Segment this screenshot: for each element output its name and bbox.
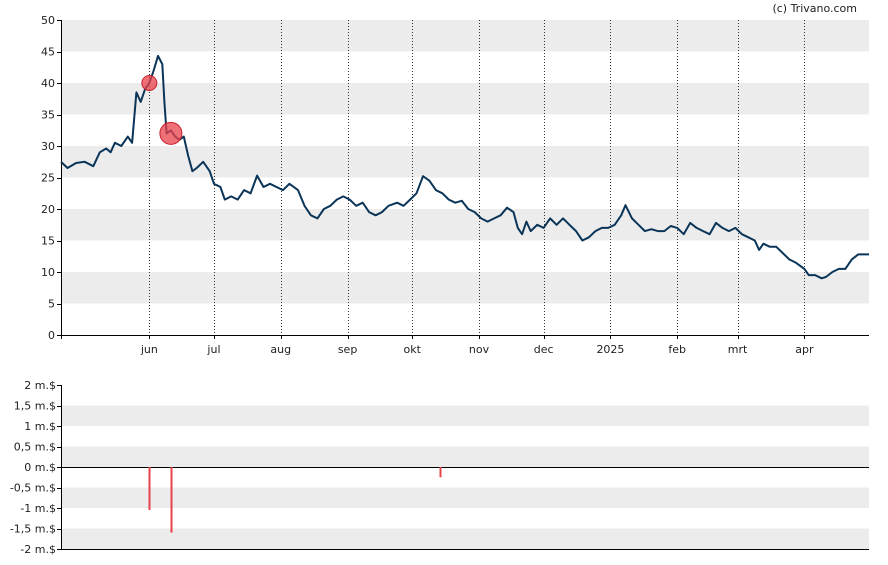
- price-y-tick-labels: 0 5 10 15 20 25 30 35 40 45 50: [41, 14, 61, 342]
- volume-y-tick-label: -1 m.$: [20, 502, 56, 515]
- volume-chart-axes: [61, 385, 869, 550]
- price-y-tick-label: 5: [48, 298, 55, 311]
- volume-band: [61, 446, 869, 467]
- price-band: [61, 209, 869, 241]
- price-band: [61, 20, 869, 52]
- volume-y-tick-label: 2 m.$: [24, 379, 56, 392]
- copyright-label: (c) Trivano.com: [772, 2, 857, 15]
- x-tick-label: feb: [668, 343, 686, 356]
- price-band: [61, 146, 869, 178]
- volume-y-tick-label: -0,5 m.$: [10, 482, 56, 495]
- price-y-tick-label: 35: [41, 109, 55, 122]
- volume-band: [61, 405, 869, 426]
- volume-y-tick-label: 1 m.$: [24, 420, 56, 433]
- x-tick-label: mrt: [728, 343, 748, 356]
- volume-y-tick-label: 0 m.$: [24, 461, 56, 474]
- volume-y-tick-label: 0,5 m.$: [14, 441, 56, 454]
- x-tick-label: dec: [534, 343, 554, 356]
- price-chart-bands: [61, 20, 869, 304]
- insider-trade-marker: [141, 75, 158, 91]
- x-tick-labels: jun jul aug sep okt nov dec 2025 feb mrt apr: [140, 335, 814, 356]
- x-tick-label: okt: [403, 343, 421, 356]
- price-y-tick-label: 10: [41, 266, 55, 279]
- volume-y-tick-label: -2 m.$: [20, 543, 56, 556]
- x-tick-label: jul: [206, 343, 220, 356]
- price-band: [61, 83, 869, 115]
- price-y-tick-label: 45: [41, 46, 55, 59]
- x-tick-label: 2025: [596, 343, 624, 356]
- price-y-tick-label: 30: [41, 140, 55, 153]
- price-chart-axes: [57, 20, 869, 339]
- price-y-tick-label: 40: [41, 77, 55, 90]
- volume-y-tick-label: -1,5 m.$: [10, 523, 56, 536]
- price-y-tick-label: 0: [48, 329, 55, 342]
- price-y-tick-label: 15: [41, 235, 55, 248]
- price-band: [61, 272, 869, 304]
- x-tick-label: nov: [469, 343, 490, 356]
- x-tick-label: jun: [140, 343, 158, 356]
- volume-band: [61, 487, 869, 508]
- x-tick-label: sep: [338, 343, 357, 356]
- insider-trade-marker: [159, 121, 183, 145]
- price-y-tick-label: 25: [41, 172, 55, 185]
- x-tick-label: apr: [795, 343, 814, 356]
- volume-chart-bands: [61, 405, 869, 549]
- volume-band: [61, 528, 869, 549]
- marker-layer: [141, 75, 183, 145]
- volume-y-tick-labels: -2 m.$ -1,5 m.$ -1 m.$ -0,5 m.$ 0 m.$ 0,5 m.$…: [10, 379, 61, 556]
- x-tick-label: aug: [270, 343, 291, 356]
- price-y-tick-label: 20: [41, 203, 55, 216]
- volume-y-tick-label: 1,5 m.$: [14, 400, 56, 413]
- volume-bar-layer: [148, 467, 442, 533]
- price-y-tick-label: 50: [41, 14, 55, 27]
